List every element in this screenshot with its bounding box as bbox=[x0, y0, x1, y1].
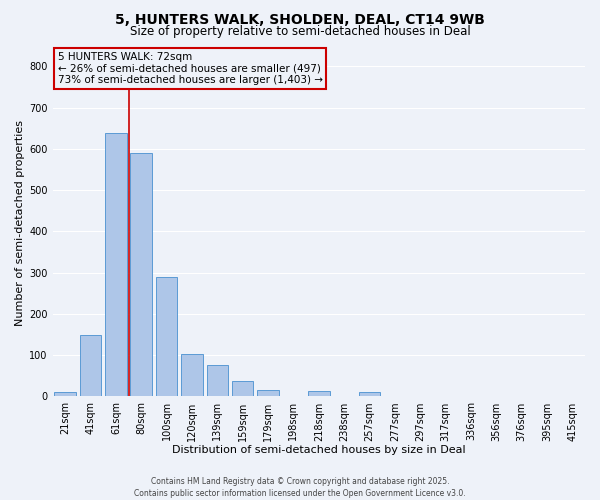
Bar bbox=[105, 134, 127, 396]
Bar bbox=[181, 354, 203, 397]
Bar bbox=[257, 390, 279, 396]
Bar bbox=[80, 336, 101, 396]
Text: Size of property relative to semi-detached houses in Deal: Size of property relative to semi-detach… bbox=[130, 25, 470, 38]
Text: Contains HM Land Registry data © Crown copyright and database right 2025.
Contai: Contains HM Land Registry data © Crown c… bbox=[134, 476, 466, 498]
Bar bbox=[206, 364, 228, 396]
X-axis label: Distribution of semi-detached houses by size in Deal: Distribution of semi-detached houses by … bbox=[172, 445, 466, 455]
Bar bbox=[308, 391, 329, 396]
Bar bbox=[130, 153, 152, 396]
Bar bbox=[359, 392, 380, 396]
Text: 5 HUNTERS WALK: 72sqm
← 26% of semi-detached houses are smaller (497)
73% of sem: 5 HUNTERS WALK: 72sqm ← 26% of semi-deta… bbox=[58, 52, 323, 85]
Text: 5, HUNTERS WALK, SHOLDEN, DEAL, CT14 9WB: 5, HUNTERS WALK, SHOLDEN, DEAL, CT14 9WB bbox=[115, 12, 485, 26]
Bar bbox=[232, 381, 253, 396]
Bar bbox=[55, 392, 76, 396]
Y-axis label: Number of semi-detached properties: Number of semi-detached properties bbox=[15, 120, 25, 326]
Bar bbox=[156, 278, 178, 396]
